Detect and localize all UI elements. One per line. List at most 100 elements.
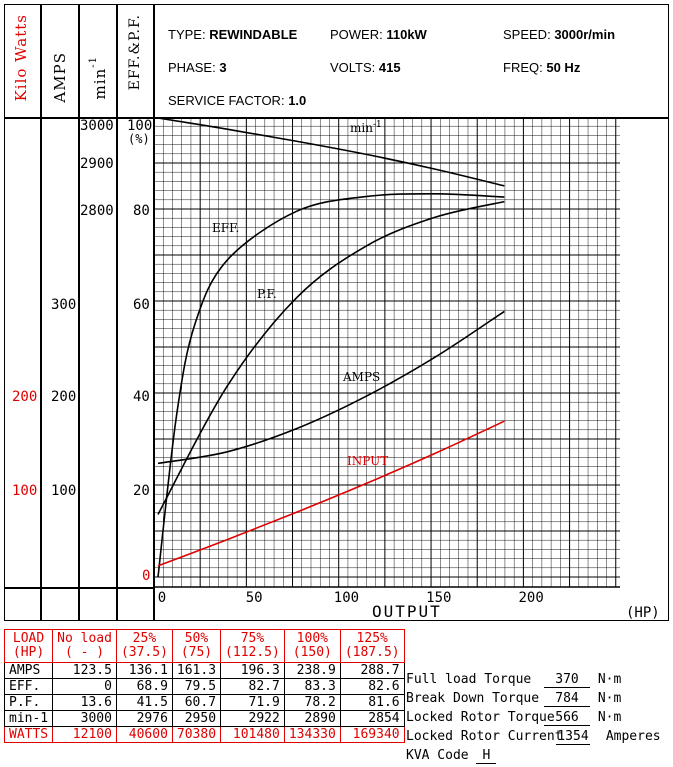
spec-power: POWER: 110kW xyxy=(330,27,427,42)
curve-amps xyxy=(157,310,505,465)
table-cell: 82.6 xyxy=(339,678,405,695)
table-row: AMPS 123.5 136.1 161.3 196.3 238.9 288.7 xyxy=(3,662,405,679)
table-cell: 161.3 xyxy=(171,662,222,679)
x-tick-label: 50 xyxy=(246,590,263,606)
column-header: 100% (150) xyxy=(283,629,341,663)
divider xyxy=(78,4,80,621)
spec-type-value: REWINDABLE xyxy=(209,27,298,42)
column-header-bottom: (150) xyxy=(292,645,332,660)
table-cell: 196.3 xyxy=(220,662,285,679)
spec-freq-label: FREQ: xyxy=(503,60,543,75)
table-cell: 12100 xyxy=(52,726,117,743)
spec-value: 1354 xyxy=(556,729,590,745)
pct-tick-label: 20 xyxy=(133,483,150,499)
x-tick-label: 0 xyxy=(158,590,166,606)
spec-label: Locked Rotor Current xyxy=(406,729,563,744)
kw-tick-label: 100 xyxy=(12,483,38,499)
column-header: No load( - ) xyxy=(52,629,117,663)
spec-value: 784 xyxy=(544,691,590,707)
spec-label: Locked Rotor Torque xyxy=(406,710,555,725)
column-header-bottom: ( - ) xyxy=(64,645,105,660)
spec-label: KVA Code xyxy=(406,748,469,763)
spec-sf-label: SERVICE FACTOR: xyxy=(168,93,285,108)
spec-value: 566 xyxy=(544,710,590,726)
table-cell: 136.1 xyxy=(115,662,173,679)
spec-sf-value: 1.0 xyxy=(288,93,307,108)
column-header-top: No load xyxy=(57,631,112,646)
curve-label: INPUT xyxy=(347,454,388,468)
curve-min-1 xyxy=(157,117,505,187)
table-row: min-1 3000 2976 2950 2922 2890 2854 xyxy=(3,710,405,727)
spec-power-value: 110kW xyxy=(386,27,427,42)
table-cell: 134330 xyxy=(283,726,341,743)
spec-unit: N·m xyxy=(597,710,622,725)
spec-service-factor: SERVICE FACTOR: 1.0 xyxy=(168,93,306,108)
table-header-row: LOAD (HP) No load( - ) 25% (37.5) 50% (75) … xyxy=(3,629,405,663)
pct-tick-label: 40 xyxy=(133,389,150,405)
pct-unit-label: (%) xyxy=(128,132,150,146)
table-cell: 60.7 xyxy=(171,694,222,711)
table-cell: 13.6 xyxy=(52,694,117,711)
table-cell: 0 xyxy=(52,678,117,695)
table-row: EFF. 0 68.9 79.5 82.7 83.3 82.6 xyxy=(3,678,405,695)
table-cell: 169340 xyxy=(339,726,405,743)
spec-speed: SPEED: 3000r/min xyxy=(503,27,615,42)
curve-label: min-1 xyxy=(350,120,382,135)
table-row: WATTS 12100 40600 70380 101480 134330 16… xyxy=(3,726,405,743)
spec-freq-value: 50 Hz xyxy=(546,60,581,75)
spec-volts: VOLTS: 415 xyxy=(330,60,401,75)
table-cell: 2950 xyxy=(171,710,222,727)
spec-volts-label: VOLTS: xyxy=(330,60,376,75)
column-header-bottom: (112.5) xyxy=(225,645,280,660)
column-header-bottom: (75) xyxy=(180,645,213,660)
spec-kva-code: KVA Code H xyxy=(406,748,497,764)
table-cell: 79.5 xyxy=(171,678,222,695)
x-axis-title: OUTPUT xyxy=(372,602,442,621)
column-header-top: 125% xyxy=(356,631,388,646)
table-cell: 288.7 xyxy=(339,662,405,679)
column-header: LOAD (HP) xyxy=(3,629,54,663)
amps-tick-label: 200 xyxy=(51,389,77,405)
table-cell: 83.3 xyxy=(283,678,341,695)
rpm-tick-label: 3000 xyxy=(80,118,114,134)
table-cell: 2854 xyxy=(339,710,405,727)
column-header-top: 50% xyxy=(184,631,209,646)
rpm-tick-label: 2800 xyxy=(80,203,114,219)
x-tick-label: 200 xyxy=(519,590,544,606)
table-cell: 40600 xyxy=(115,726,173,743)
table-row: P.F. 13.6 41.5 60.7 71.9 78.2 81.6 xyxy=(3,694,405,711)
spec-speed-label: SPEED: xyxy=(503,27,551,42)
table-cell: 71.9 xyxy=(220,694,285,711)
curve-label: AMPS xyxy=(342,370,380,384)
spec-label: Full load Torque xyxy=(406,672,532,687)
row-label: EFF. xyxy=(3,678,54,695)
x-tick-label: 150 xyxy=(426,590,451,606)
row-label: WATTS xyxy=(3,726,54,743)
column-header: 125% (187.5) xyxy=(339,629,405,663)
pct-tick-label: 100 xyxy=(127,118,153,134)
curve-eff- xyxy=(157,192,505,578)
column-header-top: 75% xyxy=(240,631,265,646)
row-label: AMPS xyxy=(3,662,54,679)
column-header: 50% (75) xyxy=(171,629,222,663)
curve-p-f- xyxy=(157,200,505,515)
spec-phase: PHASE: 3 xyxy=(168,60,227,75)
pct-tick-label: 80 xyxy=(133,203,150,219)
column-header-top: 25% xyxy=(132,631,157,646)
table-cell: 2890 xyxy=(283,710,341,727)
column-header: 25% (37.5) xyxy=(115,629,173,663)
table-cell: 101480 xyxy=(220,726,285,743)
column-header-top: LOAD xyxy=(12,631,45,646)
table-cell: 2922 xyxy=(220,710,285,727)
pct-tick-label: 60 xyxy=(133,297,150,313)
spec-unit: N·m xyxy=(597,691,622,706)
table-cell: 41.5 xyxy=(115,694,173,711)
spec-freq: FREQ: 50 Hz xyxy=(503,60,580,75)
x-tick-label: 100 xyxy=(334,590,359,606)
table-cell: 81.6 xyxy=(339,694,405,711)
table-cell: 68.9 xyxy=(115,678,173,695)
column-header: 75% (112.5) xyxy=(220,629,285,663)
table-cell: 70380 xyxy=(171,726,222,743)
spec-break-down-torque: Break Down Torque 784 N·m xyxy=(406,691,621,707)
divider xyxy=(40,4,42,621)
